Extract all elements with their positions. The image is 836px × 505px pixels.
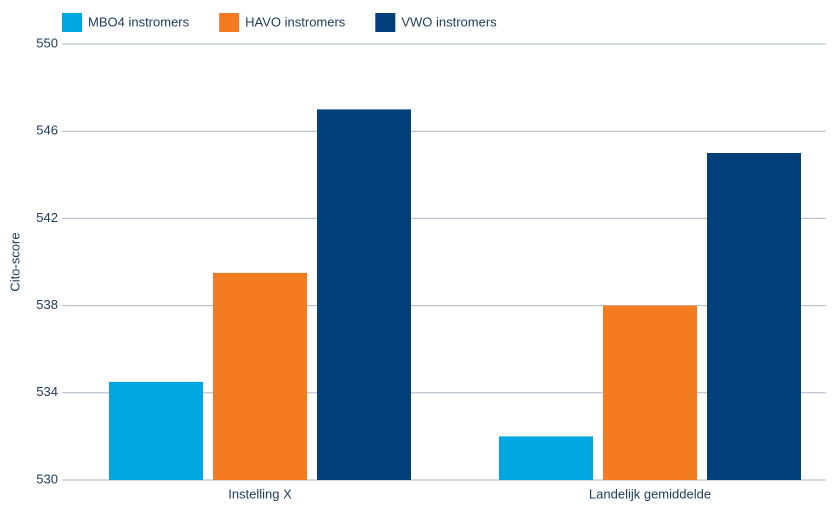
y-axis-label: Cito-score	[7, 232, 22, 291]
legend-swatch	[219, 13, 240, 32]
bar	[603, 305, 697, 480]
x-tick-label: Landelijk gemiddelde	[589, 486, 711, 501]
x-tick-label: Instelling X	[228, 486, 292, 501]
y-tick-label: 550	[36, 35, 58, 50]
bar	[707, 153, 801, 480]
y-tick-label: 542	[36, 210, 58, 225]
legend-label: MBO4 instromers	[88, 14, 190, 29]
y-tick-label: 538	[36, 297, 58, 312]
legend-label: VWO instromers	[401, 14, 497, 29]
legend-label: HAVO instromers	[245, 14, 346, 29]
bar	[317, 109, 411, 481]
legend-swatch	[62, 13, 82, 32]
y-tick-label: 546	[36, 123, 58, 138]
bar	[213, 272, 307, 480]
y-tick-label: 534	[36, 384, 58, 399]
bar	[109, 381, 203, 480]
y-tick-label: 530	[36, 471, 58, 486]
bar	[499, 436, 593, 480]
legend-swatch	[375, 13, 396, 32]
